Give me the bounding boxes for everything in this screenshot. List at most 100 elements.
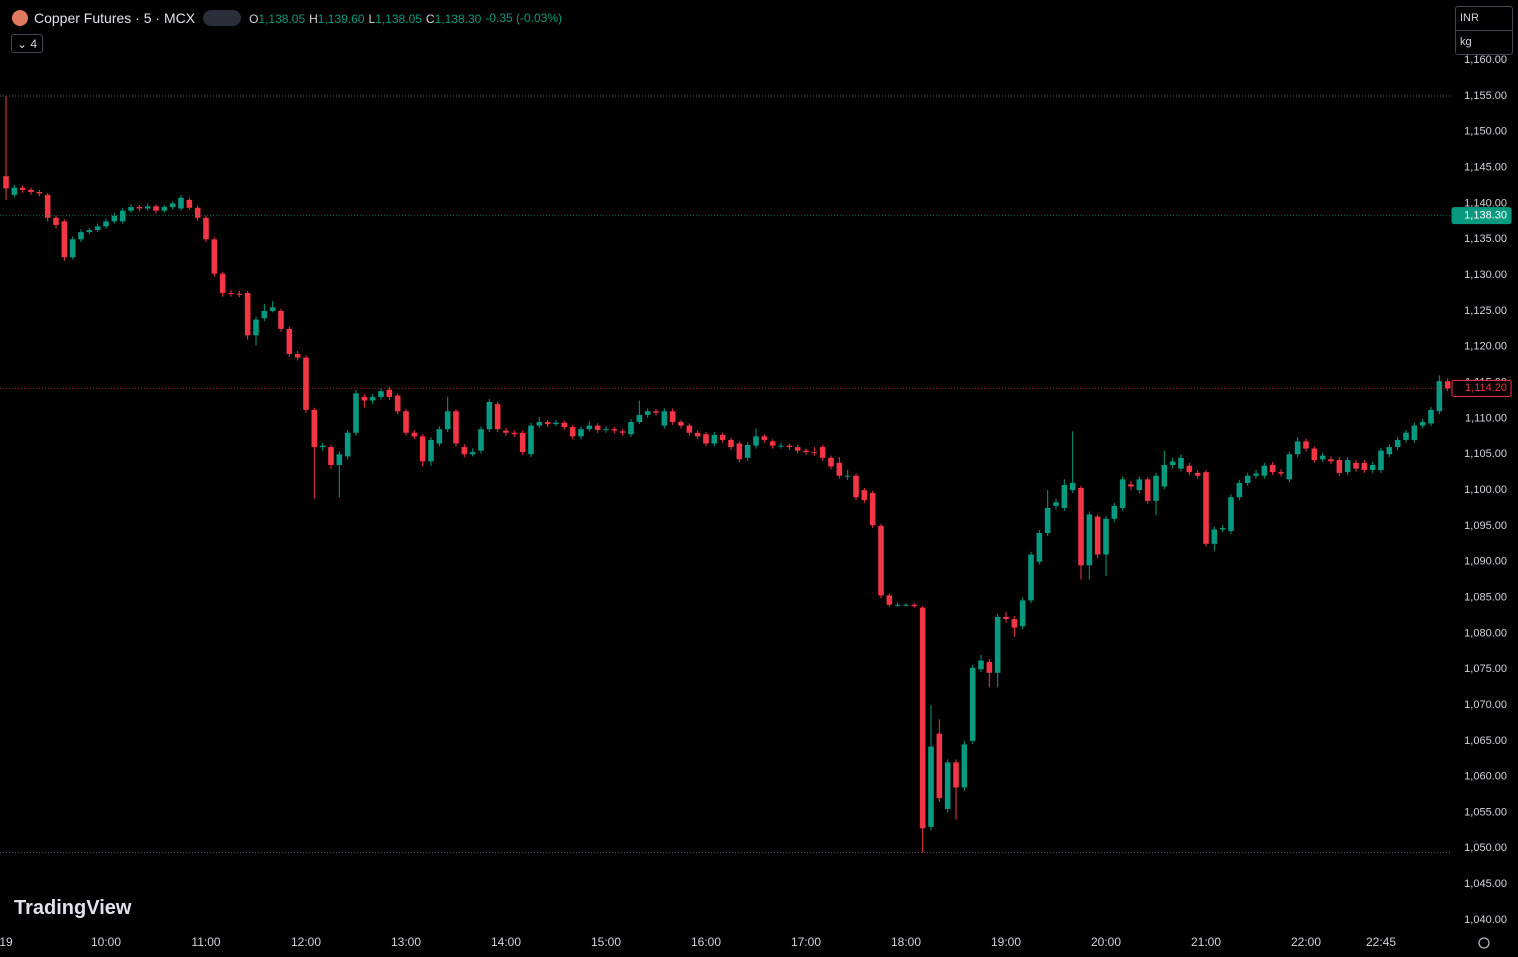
y-tick-label: 1,120.00 — [1464, 341, 1507, 353]
candle-body — [836, 462, 843, 476]
candle-body — [528, 425, 534, 455]
candle-body — [136, 207, 143, 209]
y-tick-label: 1,160.00 — [1464, 54, 1507, 66]
settings-icon[interactable] — [1478, 937, 1490, 949]
legend-item: L1,138.05 — [369, 12, 422, 26]
candle-body — [1253, 473, 1259, 476]
x-tick-label: 22:45 — [1366, 935, 1396, 949]
y-tick-label: 1,055.00 — [1464, 806, 1507, 818]
y-tick-label: 1,155.00 — [1464, 90, 1507, 102]
candle-body — [1178, 457, 1184, 469]
candle-body — [1344, 459, 1351, 473]
candle-body — [1353, 462, 1359, 469]
candle-body — [178, 197, 184, 209]
candle-body — [36, 192, 43, 194]
candle-body — [203, 217, 209, 240]
x-tick-label: 20:00 — [1091, 935, 1121, 949]
candle-body — [911, 604, 918, 607]
candle-body — [703, 434, 709, 444]
candle-body — [1419, 422, 1426, 426]
legend-key: L — [368, 12, 376, 26]
candle-body — [453, 411, 459, 444]
candle-body — [436, 429, 443, 444]
y-tick-label: 1,110.00 — [1465, 412, 1507, 424]
candle-body — [1411, 425, 1418, 440]
candle-body — [336, 454, 343, 465]
y-tick-label: 1,045.00 — [1464, 878, 1507, 890]
candle-body — [744, 444, 751, 458]
candle-body — [478, 429, 484, 451]
candle-body — [303, 357, 309, 410]
candle-body — [844, 475, 851, 477]
candle-body — [111, 215, 118, 222]
candle-body — [1169, 461, 1176, 465]
candle-body — [961, 744, 968, 788]
candle-body — [11, 187, 18, 195]
candle-body — [828, 457, 834, 467]
legend-value: 1,138.05 — [258, 12, 306, 26]
legend-item: O1,138.05 — [249, 12, 305, 26]
candle-body — [1194, 472, 1201, 476]
change: -0.35 (-0.03%) — [485, 11, 563, 25]
unit-selector: INR kg — [1455, 6, 1513, 55]
candle-body — [661, 411, 668, 426]
candle-body — [3, 176, 9, 189]
unit[interactable]: kg — [1456, 30, 1512, 54]
candle-body — [1403, 432, 1409, 440]
candle-body — [953, 762, 959, 788]
candle-body — [511, 432, 518, 435]
legend-value: 1,139.60 — [317, 12, 365, 26]
y-tick-label: 1,050.00 — [1464, 842, 1507, 854]
candle-body — [519, 432, 526, 453]
candle-body — [878, 525, 884, 596]
candle-body — [28, 189, 34, 193]
candle-body — [1444, 381, 1451, 389]
currency[interactable]: INR — [1460, 12, 1479, 24]
candle-body — [694, 432, 701, 437]
candle-body — [86, 229, 93, 233]
candle-body — [1011, 619, 1018, 628]
y-tick-label: 1,040.00 — [1464, 914, 1507, 926]
y-tick-label: 1,060.00 — [1464, 771, 1507, 783]
candle-body — [1436, 381, 1443, 412]
candle-body — [444, 411, 451, 430]
candle-body — [486, 401, 493, 430]
candle-body — [1294, 441, 1301, 455]
legend-key: C — [425, 12, 435, 26]
candle-body — [228, 293, 234, 295]
candle-body — [1094, 516, 1101, 555]
candle-body — [1028, 554, 1034, 601]
candle-body — [619, 431, 626, 433]
candle-body — [236, 293, 243, 295]
status-pill[interactable] — [203, 10, 242, 26]
y-tick-label: 1,140.00 — [1464, 197, 1507, 209]
candle-body — [403, 411, 409, 433]
y-tick-label: 1,090.00 — [1464, 556, 1507, 568]
candle-body — [278, 310, 284, 329]
candle-body — [319, 445, 326, 448]
candle-body — [411, 432, 418, 437]
candle-body — [386, 389, 393, 397]
candle-body — [186, 199, 193, 208]
candle-body — [594, 425, 601, 430]
candle-body — [778, 445, 784, 447]
y-tick-label: 1,130.00 — [1464, 269, 1507, 281]
candle-body — [153, 206, 159, 211]
candle-body — [569, 427, 576, 437]
candle-body — [711, 434, 718, 444]
y-tick-label: 1,095.00 — [1464, 520, 1507, 532]
symbol-title[interactable]: Copper Futures · 5 · MCX — [34, 10, 196, 26]
candle-body — [1269, 465, 1276, 473]
candle-body — [1311, 448, 1318, 460]
candle-body — [19, 187, 26, 190]
candle-body — [1378, 450, 1384, 471]
candle-body — [369, 396, 376, 401]
indicators-toggle[interactable]: ⌄ 4 — [11, 34, 43, 53]
candle-body — [853, 475, 859, 498]
candle-body — [1336, 459, 1343, 473]
candle-body — [1369, 465, 1376, 471]
candle-body — [1278, 472, 1284, 474]
candle-body — [1161, 465, 1168, 487]
candle-body — [978, 660, 984, 670]
